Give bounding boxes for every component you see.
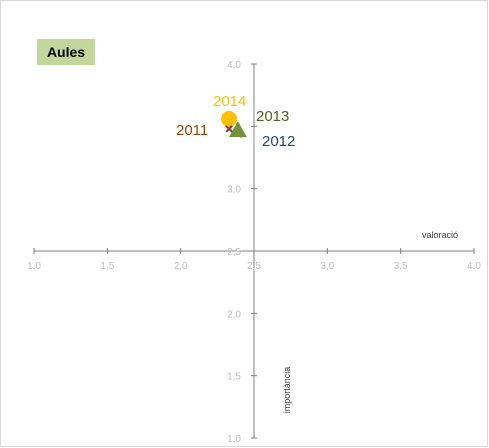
data-label-2012: 2012 (262, 133, 295, 150)
y-tick-label: 1,5 (227, 372, 241, 383)
point-2011 (225, 125, 233, 133)
y-tick-label: 2,5 (227, 247, 241, 258)
y-tick-label: 3,0 (227, 185, 241, 196)
data-label-2013: 2013 (256, 108, 289, 125)
data-label-2011: 2011 (176, 122, 208, 139)
x-tick-label: 1,5 (100, 261, 114, 272)
point-2013 (228, 121, 247, 138)
data-label-2014: 2014 (213, 93, 246, 110)
y-tick-label: 4,0 (227, 60, 241, 71)
x-tick-label: 2,5 (247, 261, 261, 272)
x-tick-label: 4,0 (467, 261, 481, 272)
x-tick-label: 2,0 (174, 261, 188, 272)
point-2014 (221, 110, 238, 127)
chart-title: Aules (37, 39, 95, 65)
y-tick-label: 1,0 (227, 434, 241, 445)
x-tick-label: 3,0 (320, 261, 334, 272)
x-tick-label: 1,0 (27, 261, 41, 272)
x-tick-label: 3,5 (394, 261, 408, 272)
x-axis-title: valoració (422, 230, 458, 240)
y-axis-title: importància (282, 367, 292, 414)
y-tick-label: 2,0 (227, 309, 241, 320)
